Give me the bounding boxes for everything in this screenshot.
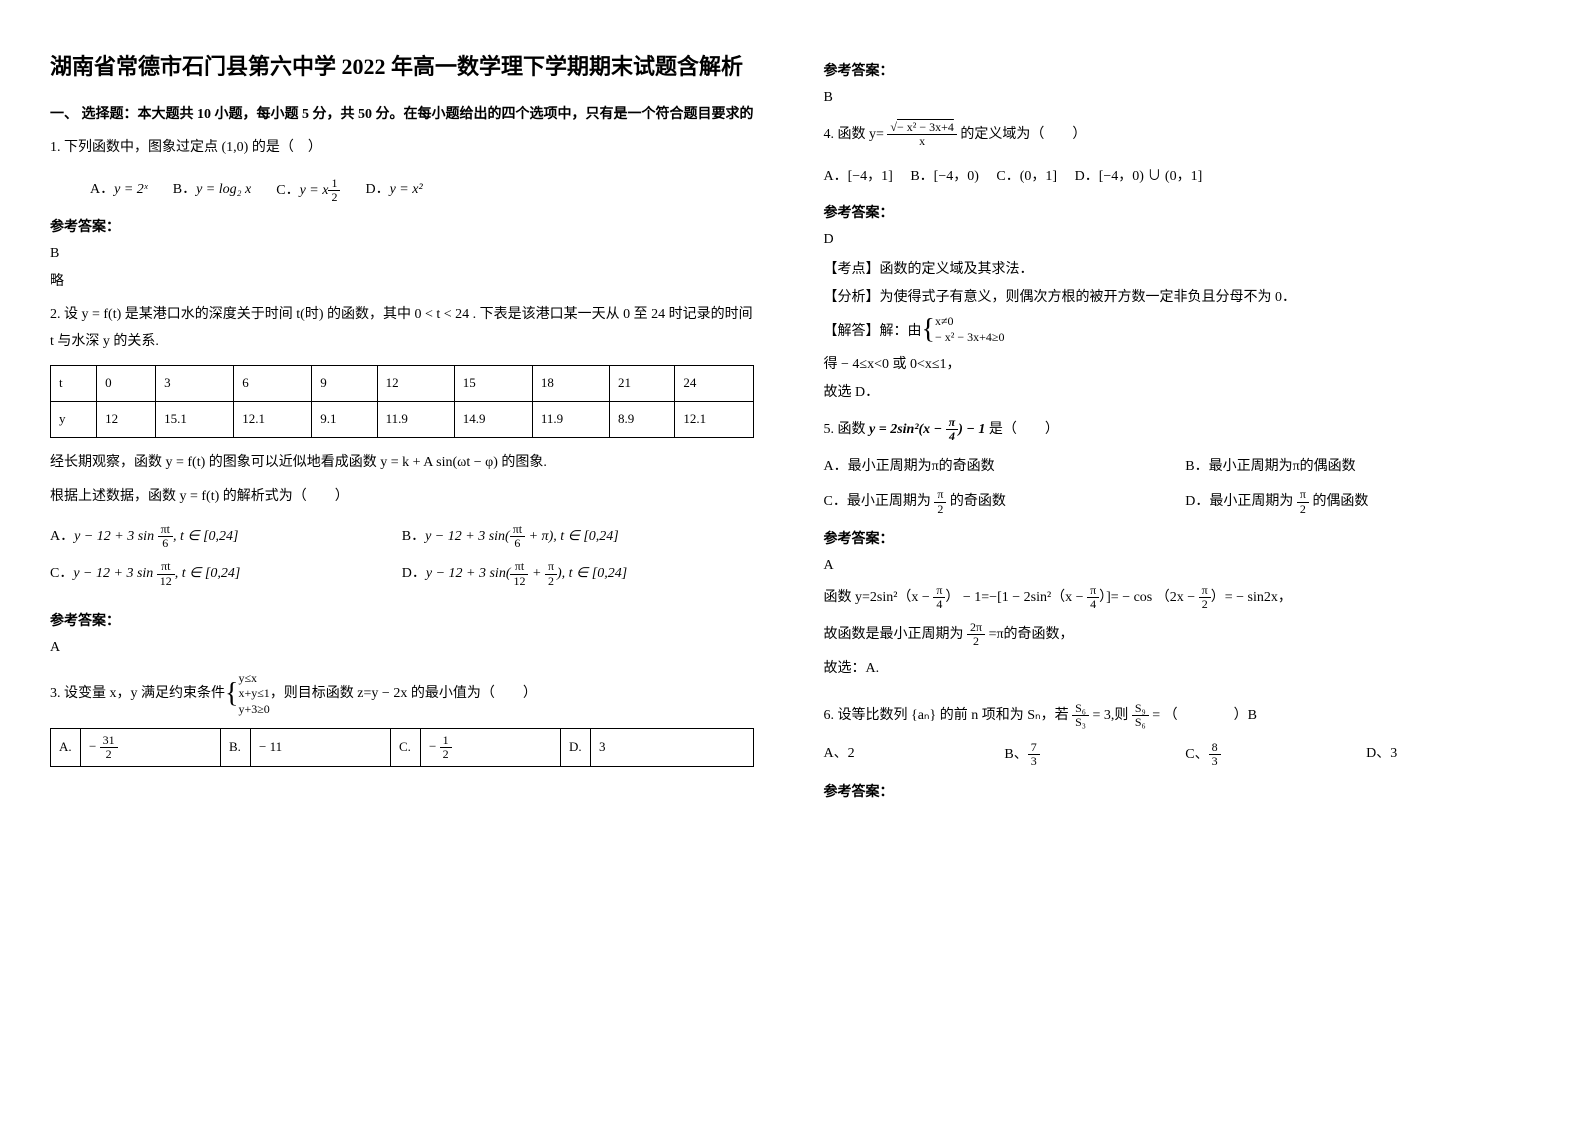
q5-optD: D．最小正周期为 π2 的偶函数 [1185, 488, 1547, 516]
q5-exp3: 故选：A. [824, 657, 1548, 677]
question-3: 3. 设变量 x，y 满足约束条件 { y≤x x+y≤1 y+3≥0 ，则目标… [50, 671, 754, 767]
q2-answer-label: 参考答案： [50, 610, 754, 630]
q6-answer-label: 参考答案： [824, 781, 1548, 801]
q2-optB: B．y − 12 + 3 sin(πt6 + π), t ∈ [0,24] [402, 523, 754, 551]
q1-text: 1. 下列函数中，图象过定点 (1,0) 的是（ ） [50, 135, 754, 162]
q4-optC: C．(0，1] [996, 169, 1057, 184]
q6-optB: B、73 [1004, 741, 1185, 769]
q2-table: t 03 69 1215 1821 24 y 1215.1 12.19.1 11… [50, 365, 754, 437]
q4-optA: A．[−4，1] [824, 169, 893, 184]
question-6: 6. 设等比数列 {aₙ} 的前 n 项和为 Sₙ，若 S₆S₃ = 3,则 S… [824, 702, 1548, 769]
q4-exp3: 【解答】解：由 { x≠0 − x² − 3x+4≥0 [824, 314, 1548, 345]
question-1: 1. 下列函数中，图象过定点 (1,0) 的是（ ） A．y = 2ˣ B．y … [50, 135, 754, 204]
q3-answer-label: 参考答案： [824, 60, 1548, 80]
q2-text: 2. 设 y = f(t) 是某港口水的深度关于时间 t(时) 的函数，其中 0… [50, 302, 754, 355]
q3-options-table: A. − 312 B. − 11 C. − 12 D. 3 [50, 728, 754, 767]
section-header: 一、 选择题：本大题共 10 小题，每小题 5 分，共 50 分。在每小题给出的… [50, 103, 754, 123]
q6-optA: A、2 [824, 741, 1005, 769]
q4-optD: D．[−4，0) ∪ (0，1] [1075, 169, 1203, 184]
q2-text3: 根据上述数据，函数 y = f(t) 的解析式为（ ） [50, 484, 754, 511]
q5-answer-label: 参考答案： [824, 528, 1548, 548]
q2-text2: 经长期观察，函数 y = f(t) 的图象可以近似地看成函数 y = k + A… [50, 450, 754, 477]
q3-answer: B [824, 90, 1548, 106]
q4-exp5: 故选 D． [824, 381, 1548, 401]
q5-exp1: 函数 y=2sin²（x − π4） − 1=−[1 − 2sin²（x − π… [824, 584, 1548, 611]
q4-exp1: 【考点】函数的定义域及其求法． [824, 258, 1548, 278]
q5-optB: B．最小正周期为π的偶函数 [1185, 454, 1547, 481]
q1-answer: B [50, 246, 754, 262]
q4-exp2: 【分析】为使得式子有意义，则偶次方根的被开方数一定非负且分母不为 0． [824, 286, 1548, 306]
q2-optA: A．y − 12 + 3 sin πt6, t ∈ [0,24] [50, 523, 402, 551]
q4-answer-label: 参考答案： [824, 202, 1548, 222]
q4-exp4: 得 − 4≤x<0 或 0<x≤1， [824, 353, 1548, 373]
q1-note: 略 [50, 270, 754, 290]
question-2: 2. 设 y = f(t) 是某港口水的深度关于时间 t(时) 的函数，其中 0… [50, 302, 754, 598]
q1-optC: C．y = x12 [276, 177, 340, 205]
q1-optB: B．y = log₂ x [173, 177, 251, 205]
q2-optD: D．y − 12 + 3 sin(πt12 + π2), t ∈ [0,24] [402, 560, 754, 588]
q2-optC: C．y − 12 + 3 sin πt12, t ∈ [0,24] [50, 560, 402, 588]
page-title: 湖南省常德市石门县第六中学 2022 年高一数学理下学期期末试题含解析 [50, 50, 754, 83]
q5-exp2: 故函数是最小正周期为 2π2 =π的奇函数， [824, 621, 1548, 648]
question-5: 5. 函数 y = 2sin²(x − π4) − 1 是（ ） A．最小正周期… [824, 416, 1548, 516]
q5-answer: A [824, 558, 1548, 574]
q6-optC: C、83 [1185, 741, 1366, 769]
q4-answer: D [824, 232, 1548, 248]
q5-optA: A．最小正周期为π的奇函数 [824, 454, 1186, 481]
q5-optC: C．最小正周期为 π2 的奇函数 [824, 488, 1186, 516]
q4-optB: B．[−4，0) [910, 169, 979, 184]
q1-answer-label: 参考答案： [50, 216, 754, 236]
question-4: 4. 函数 y= √− x² − 3x+4 x 的定义域为（ ） A．[−4，1… [824, 121, 1548, 190]
q1-optA: A．y = 2ˣ [90, 177, 148, 205]
q2-answer: A [50, 640, 754, 656]
q1-optD: D．y = x² [365, 177, 422, 205]
q6-optD: D、3 [1366, 741, 1547, 769]
